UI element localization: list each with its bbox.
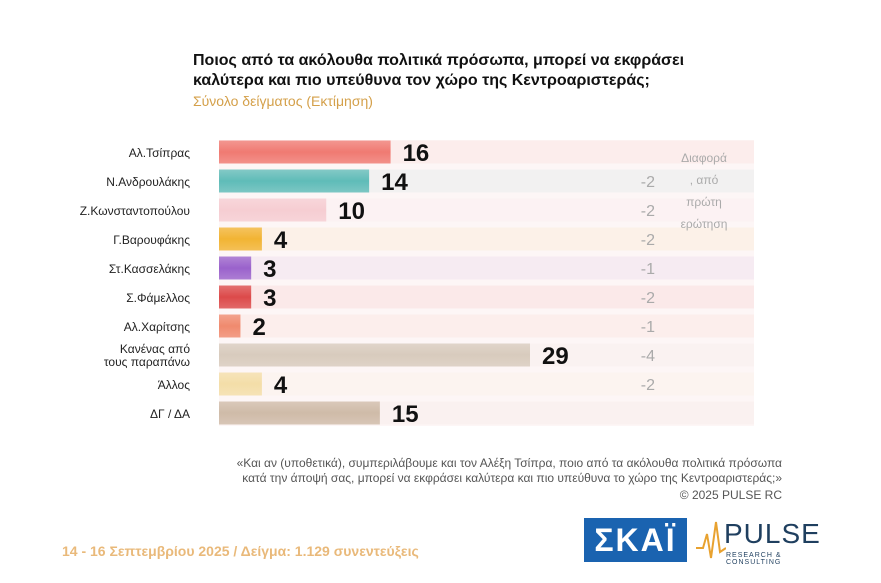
chart-title: Ποιος από τα ακόλουθα πολιτικά πρόσωπα, … bbox=[193, 51, 753, 91]
category-label: Ν.Ανδρουλάκης bbox=[106, 174, 190, 189]
difference-value: -4 bbox=[641, 348, 655, 365]
bar-value-label: 10 bbox=[338, 198, 365, 225]
difference-header: Διαφορά , από πρώτη ερώτηση bbox=[672, 147, 736, 235]
pulse-logo-tagline: RESEARCH & CONSULTING bbox=[726, 552, 782, 566]
category-label: Άλλος bbox=[157, 377, 190, 392]
difference-header-line: ερώτηση bbox=[680, 217, 728, 231]
question-footnote: «Και αν (υποθετικά), συμπεριλάβουμε και … bbox=[150, 456, 782, 486]
difference-header-line: Διαφορά bbox=[681, 151, 727, 165]
row-band bbox=[219, 372, 754, 396]
category-label: Αλ.Χαρίτσης bbox=[123, 319, 190, 334]
bar bbox=[219, 227, 262, 251]
category-label: Σ.Φάμελλος bbox=[126, 290, 190, 305]
bar-value-label: 15 bbox=[392, 401, 419, 428]
difference-header-line: πρώτη bbox=[686, 195, 722, 209]
category-label: ΔΓ / ΔΑ bbox=[150, 406, 190, 421]
bar bbox=[219, 314, 241, 338]
difference-value: -1 bbox=[641, 319, 655, 336]
row-band bbox=[219, 198, 754, 222]
skai-logo: ΣΚΑΪ bbox=[584, 518, 687, 562]
row-band bbox=[219, 256, 754, 280]
pulse-wave-icon bbox=[696, 521, 726, 559]
pulse-logo-word: PULSE bbox=[724, 518, 821, 549]
bar-value-label: 4 bbox=[274, 372, 288, 399]
difference-value: -2 bbox=[641, 203, 655, 220]
bar-value-label: 3 bbox=[263, 256, 276, 283]
category-label: Στ.Κασσελάκης bbox=[108, 261, 190, 276]
row-band bbox=[219, 285, 754, 309]
bar-value-label: 4 bbox=[274, 227, 288, 254]
bar-value-label: 16 bbox=[403, 140, 430, 167]
category-label: Αλ.Τσίπρας bbox=[128, 145, 190, 160]
bar bbox=[219, 256, 252, 280]
category-label: Κανένας από τους παραπάνω bbox=[103, 342, 190, 369]
footnote-line-2: κατά την άποψή σας, μπορεί να εκφράσει κ… bbox=[242, 471, 782, 485]
bar bbox=[219, 198, 327, 222]
difference-header-line: , από bbox=[689, 173, 719, 187]
category-label: Ζ.Κωνσταντοπούλου bbox=[79, 203, 190, 218]
pulse-logo: PULSE RESEARCH & CONSULTING bbox=[696, 518, 820, 566]
row-band bbox=[219, 314, 754, 338]
chart-subtitle: Σύνολο δείγματος (Εκτίμηση) bbox=[193, 93, 373, 109]
bar bbox=[219, 343, 530, 367]
bar bbox=[219, 169, 370, 193]
chart-title-line-1: Ποιος από τα ακόλουθα πολιτικά πρόσωπα, … bbox=[193, 52, 685, 69]
bar-value-label: 29 bbox=[542, 343, 569, 370]
difference-value: -2 bbox=[641, 174, 655, 191]
bar-value-label: 14 bbox=[381, 169, 408, 196]
difference-value: -2 bbox=[641, 290, 655, 307]
bar bbox=[219, 140, 391, 164]
chart-title-line-2: καλύτερα και πιο υπεύθυνα τον χώρο της Κ… bbox=[193, 72, 650, 89]
copyright: © 2025 PULSE RC bbox=[679, 488, 782, 502]
bar-value-label: 2 bbox=[252, 314, 265, 341]
survey-dates-sample: 14 - 16 Σεπτεμβρίου 2025 / Δείγμα: 1.129… bbox=[62, 543, 419, 559]
bar-value-label: 3 bbox=[263, 285, 276, 312]
footnote-line-1: «Και αν (υποθετικά), συμπεριλάβουμε και … bbox=[236, 456, 782, 470]
bar bbox=[219, 372, 262, 396]
difference-value: -2 bbox=[641, 232, 655, 249]
difference-value: -1 bbox=[641, 261, 655, 278]
bar bbox=[219, 285, 252, 309]
category-label: Γ.Βαρουφάκης bbox=[113, 232, 190, 247]
row-band bbox=[219, 227, 754, 251]
bar bbox=[219, 401, 380, 425]
difference-value: -2 bbox=[641, 377, 655, 394]
